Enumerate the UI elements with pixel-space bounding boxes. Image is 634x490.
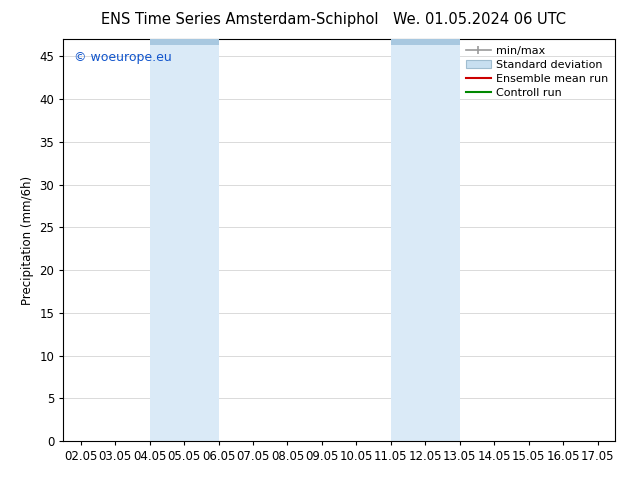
Text: © woeurope.eu: © woeurope.eu <box>74 51 172 64</box>
Y-axis label: Precipitation (mm/6h): Precipitation (mm/6h) <box>21 175 34 305</box>
Text: We. 01.05.2024 06 UTC: We. 01.05.2024 06 UTC <box>393 12 566 27</box>
Bar <box>150 39 219 45</box>
Legend: min/max, Standard deviation, Ensemble mean run, Controll run: min/max, Standard deviation, Ensemble me… <box>463 43 612 101</box>
Bar <box>150 39 219 441</box>
Bar <box>391 39 460 45</box>
Bar <box>391 39 460 441</box>
Text: ENS Time Series Amsterdam-Schiphol: ENS Time Series Amsterdam-Schiphol <box>101 12 379 27</box>
